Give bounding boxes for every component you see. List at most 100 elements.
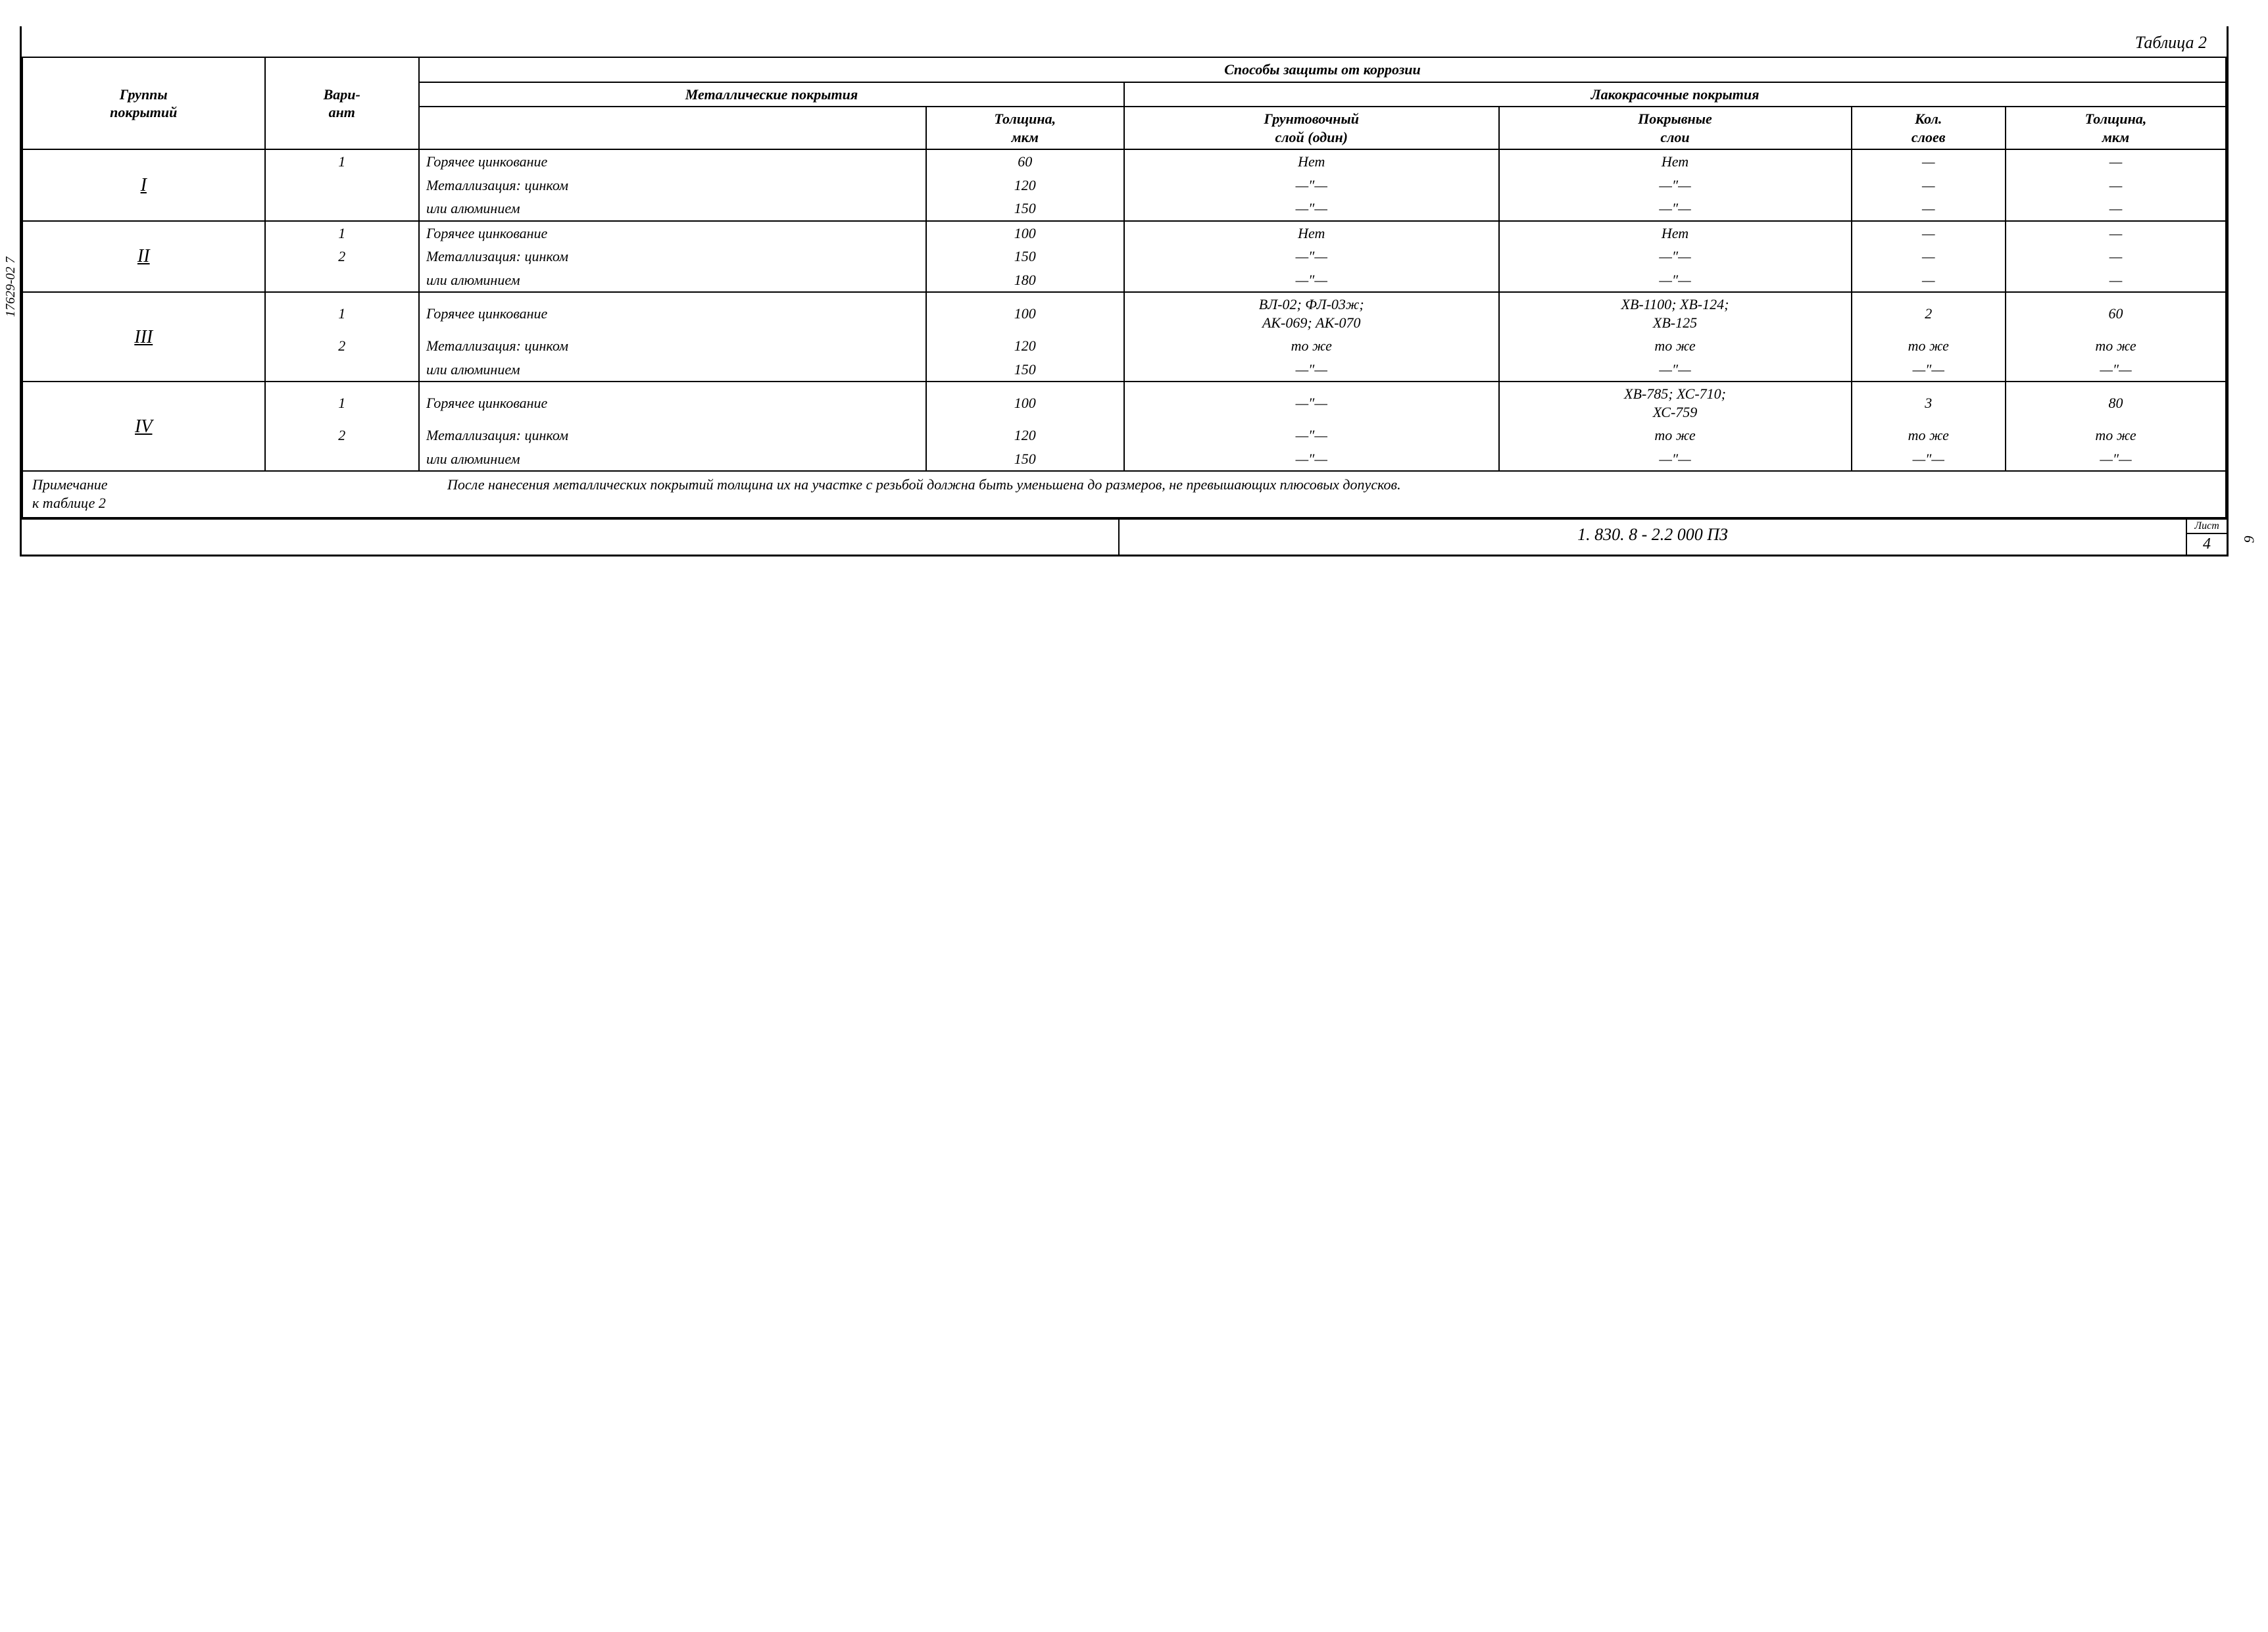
coating-description: Металлизация: цинком — [419, 174, 926, 197]
table-row: IV1Горячее цинкование100—″—ХВ-785; ХС-71… — [22, 382, 2226, 424]
topcoat-layer: ХВ-1100; ХВ-124; ХВ-125 — [1499, 292, 1852, 334]
variant-cell: 1 — [265, 292, 420, 334]
paint-thickness: то же — [2006, 424, 2226, 447]
metal-thickness: 120 — [926, 424, 1125, 447]
variant-cell: 2 — [265, 424, 420, 447]
coating-description: Горячее цинкование — [419, 292, 926, 334]
variant-cell — [265, 268, 420, 293]
paint-thickness: то же — [2006, 334, 2226, 358]
paint-thickness: — — [2006, 149, 2226, 174]
paint-thickness: — — [2006, 221, 2226, 245]
topcoat-layer: Нет — [1499, 149, 1852, 174]
header-topcoat: Покрывные слои — [1499, 107, 1852, 149]
layers-count: 2 — [1852, 292, 2006, 334]
metal-thickness: 180 — [926, 268, 1125, 293]
coating-description: или алюминием — [419, 268, 926, 293]
header-paint: Лакокрасочные покрытия — [1124, 82, 2226, 107]
header-methods: Способы защиты от коррозии — [419, 57, 2226, 82]
group-label: I — [22, 149, 265, 221]
metal-thickness: 120 — [926, 334, 1125, 358]
variant-cell — [265, 174, 420, 197]
primer-layer: —″— — [1124, 245, 1499, 268]
topcoat-layer: —″— — [1499, 268, 1852, 293]
table-row: или алюминием150—″——″——″——″— — [22, 447, 2226, 472]
side-archive-code: 17629-02 7 — [3, 257, 18, 317]
variant-cell: 1 — [265, 382, 420, 424]
paint-thickness: — — [2006, 174, 2226, 197]
topcoat-layer: то же — [1499, 334, 1852, 358]
coating-description: или алюминием — [419, 358, 926, 382]
metal-thickness: 150 — [926, 358, 1125, 382]
coatings-table: Группы покрытий Вари- ант Способы защиты… — [22, 57, 2227, 472]
metal-thickness: 150 — [926, 197, 1125, 221]
paint-thickness: —″— — [2006, 358, 2226, 382]
note-block: Примечание к таблице 2 После нанесения м… — [22, 472, 2227, 518]
header-primer: Грунтовочный слой (один) — [1124, 107, 1499, 149]
header-thickness-paint: Толщина, мкм — [2006, 107, 2226, 149]
table-row: I1Горячее цинкование60НетНет—— — [22, 149, 2226, 174]
layers-count: то же — [1852, 334, 2006, 358]
table-row: или алюминием150—″——″——— — [22, 197, 2226, 221]
layers-count: — — [1852, 268, 2006, 293]
paint-thickness: — — [2006, 197, 2226, 221]
header-metal: Металлические покрытия — [419, 82, 1124, 107]
coating-description: Металлизация: цинком — [419, 334, 926, 358]
note-text: После нанесения металлических покрытий т… — [438, 472, 2226, 518]
variant-cell — [265, 197, 420, 221]
coating-description: Металлизация: цинком — [419, 424, 926, 447]
coating-description: или алюминием — [419, 447, 926, 472]
primer-layer: —″— — [1124, 174, 1499, 197]
header-layers: Кол. слоев — [1852, 107, 2006, 149]
coating-description: или алюминием — [419, 197, 926, 221]
table-row: 2Металлизация: цинком150—″——″——— — [22, 245, 2226, 268]
paint-thickness: 60 — [2006, 292, 2226, 334]
paint-thickness: — — [2006, 268, 2226, 293]
topcoat-layer: —″— — [1499, 447, 1852, 472]
metal-thickness: 120 — [926, 174, 1125, 197]
header-variant: Вари- ант — [265, 57, 420, 149]
metal-thickness: 100 — [926, 292, 1125, 334]
coating-description: Металлизация: цинком — [419, 245, 926, 268]
primer-layer: Нет — [1124, 221, 1499, 245]
primer-layer: Нет — [1124, 149, 1499, 174]
engineering-drawing-page: 17629-02 7 9 Таблица 2 Группы покрытий В… — [20, 26, 2229, 556]
group-label: III — [22, 292, 265, 382]
group-label: II — [22, 221, 265, 293]
layers-count: —″— — [1852, 358, 2006, 382]
primer-layer: —″— — [1124, 197, 1499, 221]
paint-thickness: 80 — [2006, 382, 2226, 424]
document-number: 1. 830. 8 - 2.2 000 ПЗ — [1120, 520, 2187, 555]
primer-layer: —″— — [1124, 268, 1499, 293]
table-row: или алюминием150—″——″——″——″— — [22, 358, 2226, 382]
table-row: 2Металлизация: цинком120то жето жето жет… — [22, 334, 2226, 358]
table-row: 2Металлизация: цинком120—″—то жето жето … — [22, 424, 2226, 447]
metal-thickness: 150 — [926, 245, 1125, 268]
group-label: IV — [22, 382, 265, 471]
topcoat-layer: Нет — [1499, 221, 1852, 245]
table-row: III1Горячее цинкование100ВЛ-02; ФЛ-03ж; … — [22, 292, 2226, 334]
primer-layer: то же — [1124, 334, 1499, 358]
title-block-footer: 1. 830. 8 - 2.2 000 ПЗ Лист 4 — [22, 518, 2227, 555]
coating-description: Горячее цинкование — [419, 221, 926, 245]
topcoat-layer: —″— — [1499, 358, 1852, 382]
topcoat-layer: то же — [1499, 424, 1852, 447]
variant-cell: 2 — [265, 334, 420, 358]
variant-cell — [265, 447, 420, 472]
table-caption: Таблица 2 — [22, 33, 2227, 57]
variant-cell: 1 — [265, 221, 420, 245]
variant-cell: 1 — [265, 149, 420, 174]
metal-thickness: 150 — [926, 447, 1125, 472]
layers-count: 3 — [1852, 382, 2006, 424]
sheet-number: 4 — [2187, 534, 2227, 555]
side-page-number: 9 — [2241, 536, 2258, 543]
layers-count: — — [1852, 221, 2006, 245]
topcoat-layer: —″— — [1499, 197, 1852, 221]
metal-thickness: 60 — [926, 149, 1125, 174]
sheet-label: Лист — [2187, 520, 2227, 534]
topcoat-layer: —″— — [1499, 245, 1852, 268]
paint-thickness: —″— — [2006, 447, 2226, 472]
header-metal-desc — [419, 107, 926, 149]
primer-layer: —″— — [1124, 358, 1499, 382]
paint-thickness: — — [2006, 245, 2226, 268]
layers-count: — — [1852, 149, 2006, 174]
